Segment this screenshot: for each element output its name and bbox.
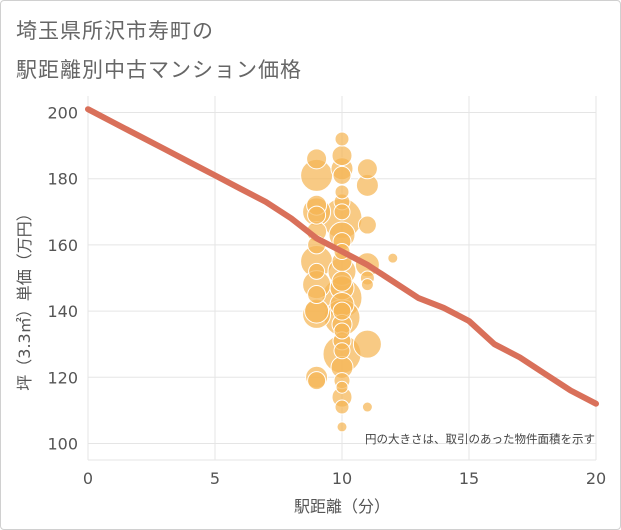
y-tick-label: 180 <box>47 170 78 189</box>
data-bubble <box>352 329 382 359</box>
chart-annotation: 円の大きさは、取引のあった物件面積を示す <box>365 432 595 446</box>
data-bubble <box>357 215 377 235</box>
data-bubble <box>307 285 327 305</box>
x-axis-title: 駅距離（分） <box>294 497 390 516</box>
data-bubble <box>307 205 327 225</box>
y-tick-label: 160 <box>47 236 78 255</box>
y-tick-label: 120 <box>47 368 78 387</box>
chart-title-line-2: 駅距離別中古マンション価格 <box>16 58 302 82</box>
data-bubble <box>332 301 352 321</box>
data-bubble <box>308 262 326 280</box>
x-tick-label: 0 <box>83 469 93 488</box>
chart-title-line-1: 埼玉県所沢市寿町の <box>16 19 214 43</box>
data-bubble <box>331 270 353 292</box>
x-tick-label: 10 <box>332 469 352 488</box>
bubble-series <box>300 131 399 433</box>
data-bubble <box>335 380 349 394</box>
trend-line <box>85 106 599 407</box>
y-tick-label: 200 <box>47 104 78 123</box>
data-bubble <box>334 399 350 415</box>
data-bubble <box>360 278 374 292</box>
data-bubble <box>333 203 351 221</box>
data-bubble <box>332 165 352 185</box>
y-tick-label: 140 <box>47 302 78 321</box>
data-bubble <box>334 184 350 200</box>
data-bubble <box>307 371 327 391</box>
x-tick-label: 20 <box>586 469 606 488</box>
axis-ticks: 0 5 10 15 20 100 120 140 160 180 200 <box>47 104 606 488</box>
data-bubble <box>336 421 348 433</box>
data-bubble <box>387 252 399 264</box>
y-axis-title: 坪（3.3㎡）単価（万円） <box>15 205 34 390</box>
data-bubble <box>331 145 353 167</box>
data-bubble <box>334 131 350 147</box>
x-tick-label: 15 <box>459 469 479 488</box>
y-tick-label: 100 <box>47 434 78 453</box>
data-bubble <box>306 148 328 170</box>
data-bubble <box>333 322 351 340</box>
data-bubble <box>356 158 378 180</box>
data-bubble <box>333 342 351 360</box>
data-bubble <box>361 401 373 413</box>
x-tick-label: 5 <box>210 469 220 488</box>
